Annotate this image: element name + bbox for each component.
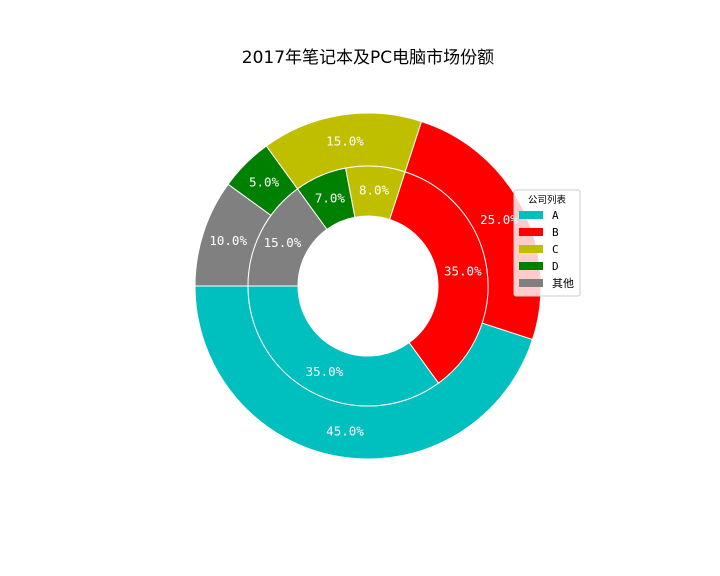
outer-slice-label-其他: 10.0% [209, 233, 247, 248]
outer-slice-label-C: 15.0% [326, 133, 364, 148]
legend-swatch-A [519, 211, 543, 219]
inner-slice-label-C: 8.0% [359, 183, 390, 198]
outer-slice-label-A: 45.0% [326, 424, 364, 439]
outer-slice-label-B: 25.0% [480, 212, 518, 227]
legend-label-D: D [552, 260, 559, 273]
legend-label-C: C [552, 243, 559, 256]
inner-slice-label-D: 7.0% [315, 190, 346, 205]
chart-title: 2017年笔记本及PC电脑市场份额 [242, 48, 494, 68]
legend-swatch-C [519, 245, 543, 253]
inner-slice-label-其他: 15.0% [264, 235, 302, 250]
legend-swatch-D [519, 262, 543, 270]
legend-label-A: A [552, 209, 559, 222]
legend-label-B: B [552, 226, 559, 239]
legend-swatch-其他 [519, 279, 543, 287]
outer-slice-label-D: 5.0% [249, 175, 280, 190]
inner-slice-label-B: 35.0% [444, 263, 482, 278]
legend-label-其他: 其他 [552, 277, 574, 290]
inner-slice-其他 [247, 188, 328, 287]
inner-slice-label-A: 35.0% [306, 364, 344, 379]
inner-slice-B [389, 171, 489, 384]
labels-group: 45.0% 25.0% 15.0% 5.0% 10.0% 35.0% 35.0% 8.0% 7.… [209, 133, 518, 438]
legend-title: 公司列表 [528, 194, 567, 206]
inner-slice-A [247, 285, 440, 407]
legend-swatch-B [519, 228, 543, 236]
rings-group [194, 112, 542, 460]
